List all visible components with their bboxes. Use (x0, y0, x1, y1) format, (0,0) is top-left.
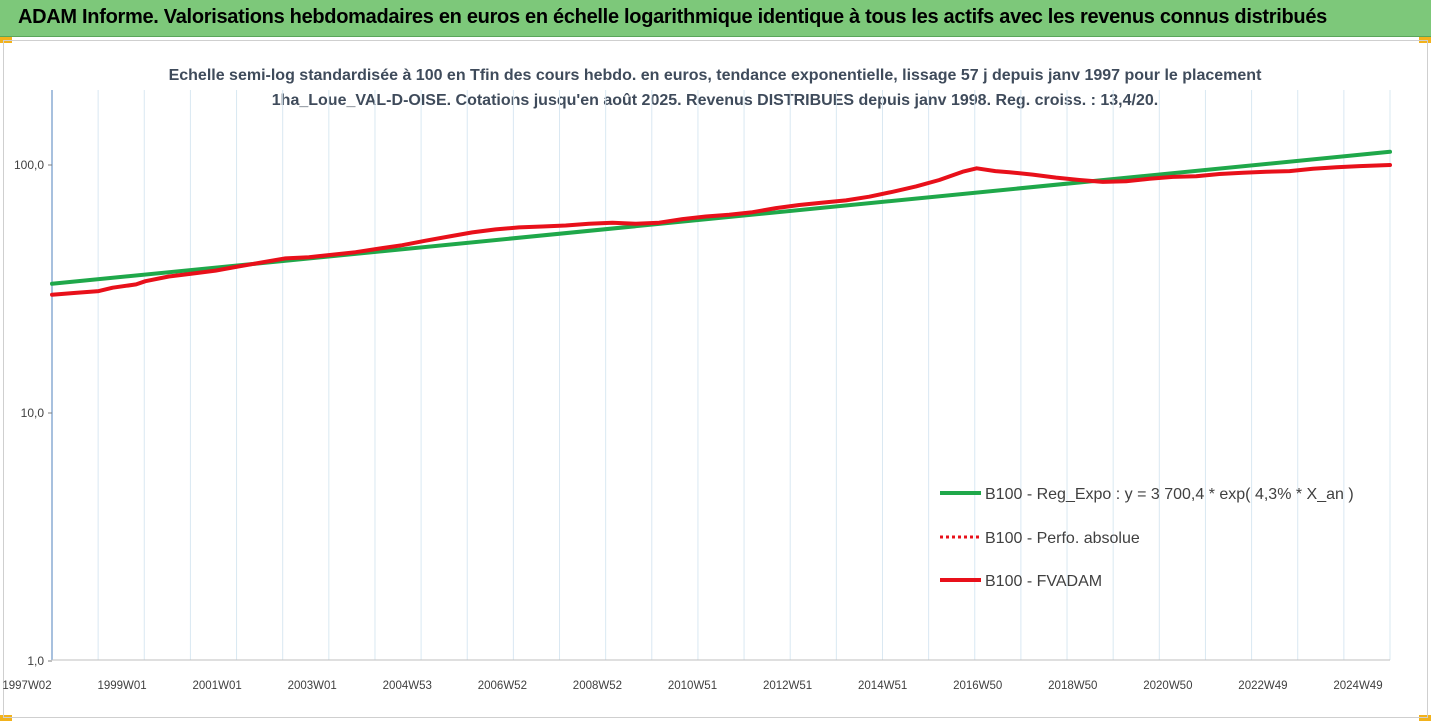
x-tick-label: 2012W51 (763, 680, 812, 692)
chart-title: Echelle semi-log standardisée à 100 en T… (168, 67, 1262, 109)
y-tick-label: 1,0 (27, 654, 44, 668)
chart-axes: 1,0 10,0 100,0 1997W02 1999W01 2001W01 2003W01… (2, 90, 1390, 692)
legend-label: B100 - Reg_Expo : y = 3 700,4 * exp( 4,3… (985, 486, 1354, 503)
x-tick-label: 2003W01 (288, 680, 337, 692)
y-tick-label: 10,0 (21, 406, 45, 420)
corner-marker-bottom-right (1419, 715, 1431, 721)
x-tick-label: 2004W53 (383, 680, 432, 692)
x-tick-label: 2008W52 (573, 680, 622, 692)
x-tick-label: 2020W50 (1143, 680, 1192, 692)
chart-legend: B100 - Reg_Expo : y = 3 700,4 * exp( 4,3… (940, 486, 1354, 590)
corner-marker-bottom-left (0, 715, 12, 721)
legend-label: B100 - Perfo. absolue (985, 530, 1140, 547)
x-tick-label: 2001W01 (193, 680, 242, 692)
x-tick-label: 1997W02 (2, 680, 51, 692)
legend-label: B100 - FVADAM (985, 573, 1102, 590)
x-tick-label: 2010W51 (668, 680, 717, 692)
chart-series (50, 149, 1392, 297)
chart-grid (97, 90, 1391, 660)
x-tick-label: 2014W51 (858, 680, 907, 692)
x-tick-label: 2022W49 (1238, 680, 1287, 692)
chart-frame (3, 40, 1428, 718)
x-tick-label: 2006W52 (478, 680, 527, 692)
x-tick-label: 2024W49 (1333, 680, 1382, 692)
x-tick-label: 2016W50 (953, 680, 1002, 692)
x-tick-label: 1999W01 (97, 680, 146, 692)
x-tick-label: 2018W50 (1048, 680, 1097, 692)
report-title: ADAM Informe. Valorisations hebdomadaire… (18, 6, 1327, 28)
fvadam-line (50, 163, 1392, 297)
y-tick-label: 100,0 (14, 158, 44, 172)
report-header: ADAM Informe. Valorisations hebdomadaire… (0, 0, 1431, 37)
